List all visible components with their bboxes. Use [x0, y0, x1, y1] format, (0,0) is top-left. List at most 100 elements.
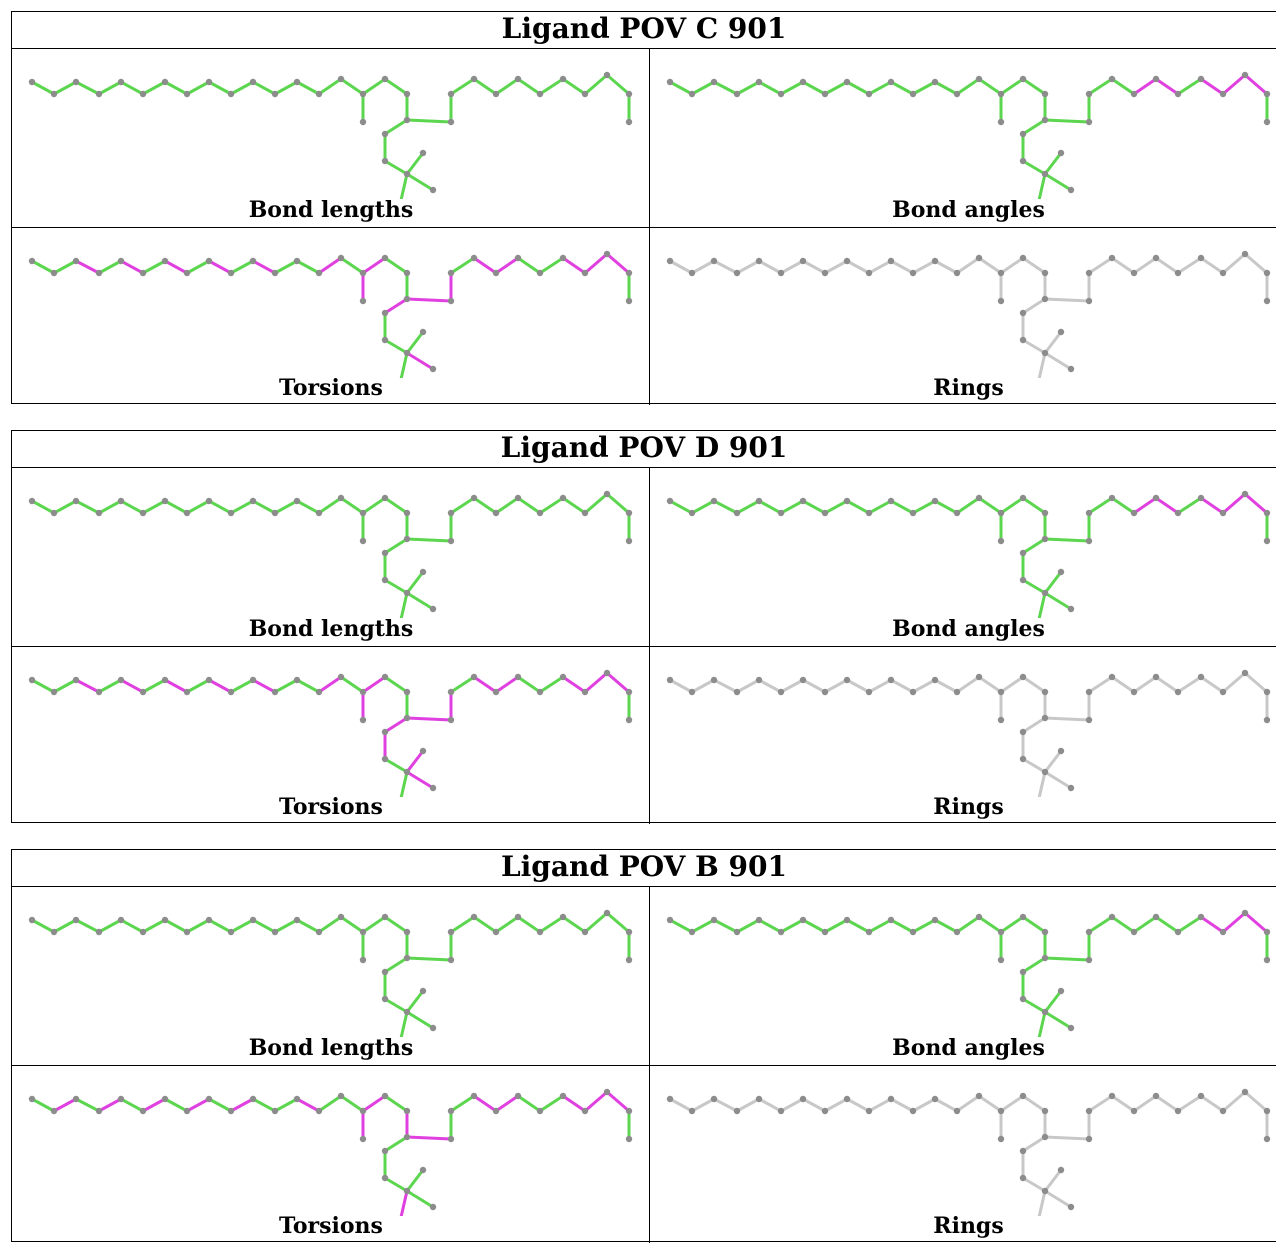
atom — [28, 497, 36, 505]
bond — [977, 77, 1003, 96]
atom — [403, 928, 411, 936]
bond — [74, 259, 101, 275]
atom — [359, 297, 367, 305]
atom — [666, 676, 674, 684]
atom — [95, 90, 103, 98]
atom — [625, 1107, 633, 1115]
validation-cell: Torsions — [12, 227, 650, 405]
bond — [399, 591, 409, 618]
atom — [821, 928, 829, 936]
atom — [492, 1107, 500, 1115]
atom — [953, 1107, 961, 1115]
atom — [909, 509, 917, 517]
atom — [625, 716, 633, 724]
bond — [977, 675, 1003, 694]
ligand-panel: Ligand POV B 901 Bond lengths Bond angles T… — [11, 849, 1276, 1243]
atom — [799, 916, 807, 924]
bond — [1132, 496, 1158, 515]
atom — [710, 1095, 718, 1103]
bond — [97, 259, 123, 275]
bond — [449, 256, 476, 275]
atom — [559, 913, 567, 921]
bond — [339, 256, 365, 275]
bond — [911, 678, 937, 694]
bond — [1037, 351, 1047, 378]
atom — [1019, 75, 1027, 83]
atom — [953, 90, 961, 98]
bond — [74, 1097, 101, 1113]
validation-cell: Bond lengths — [12, 887, 650, 1065]
bond — [1243, 911, 1269, 934]
atom — [1041, 295, 1049, 303]
atom — [470, 673, 478, 681]
bond — [779, 678, 805, 694]
atom — [381, 1174, 389, 1182]
bond — [933, 80, 959, 96]
validation-cell: Torsions — [12, 646, 650, 824]
atom — [139, 509, 147, 517]
atom — [1041, 509, 1049, 517]
atom — [315, 90, 323, 98]
bond — [955, 256, 981, 275]
atom — [419, 987, 427, 995]
atom — [625, 928, 633, 936]
atom — [1152, 913, 1160, 921]
bond — [494, 1094, 520, 1113]
molecule-diagram — [28, 909, 633, 1037]
atom — [419, 328, 427, 336]
bond — [52, 80, 78, 96]
bond — [141, 1097, 167, 1113]
bond — [1021, 159, 1047, 176]
atom — [953, 509, 961, 517]
bond — [823, 1097, 849, 1113]
molecule-diagram — [666, 490, 1271, 618]
atom — [1197, 254, 1205, 262]
bond — [405, 591, 435, 611]
atom — [1085, 1135, 1093, 1143]
bond — [1110, 496, 1136, 515]
atom — [603, 250, 611, 258]
atom — [1067, 605, 1075, 613]
bond — [779, 1097, 805, 1113]
atom — [997, 956, 1005, 964]
atom — [470, 494, 478, 502]
ligand-panel: Ligand POV D 901 Bond lengths Bond angles T… — [11, 430, 1276, 824]
atom — [909, 1107, 917, 1115]
bond — [1037, 770, 1047, 797]
bond — [516, 256, 542, 275]
atom — [139, 928, 147, 936]
atom — [887, 916, 895, 924]
atom — [1219, 928, 1227, 936]
bond — [1087, 675, 1114, 694]
bond — [712, 80, 739, 96]
bond — [1043, 956, 1091, 962]
bond — [1043, 1168, 1063, 1193]
atom — [1067, 784, 1075, 792]
atom — [227, 269, 235, 277]
atom — [249, 916, 257, 924]
atom — [72, 916, 80, 924]
atom — [205, 916, 213, 924]
atom — [271, 1107, 279, 1115]
bond — [383, 1135, 409, 1153]
atom — [429, 1203, 437, 1211]
bond — [229, 499, 255, 515]
molecule-diagram — [666, 71, 1271, 199]
atom — [821, 688, 829, 696]
bond — [383, 1176, 409, 1193]
molecule-diagram — [666, 669, 1271, 797]
bond — [1221, 73, 1247, 96]
atom — [1085, 537, 1093, 545]
atom — [865, 688, 873, 696]
atom — [50, 509, 58, 517]
bond — [561, 675, 587, 694]
atom — [95, 688, 103, 696]
atom — [931, 916, 939, 924]
atom — [514, 1092, 522, 1100]
bond — [251, 1097, 277, 1113]
bond — [1021, 675, 1047, 694]
bond — [30, 499, 56, 515]
atom — [337, 1092, 345, 1100]
bond — [339, 1094, 365, 1113]
atom — [1263, 509, 1271, 517]
